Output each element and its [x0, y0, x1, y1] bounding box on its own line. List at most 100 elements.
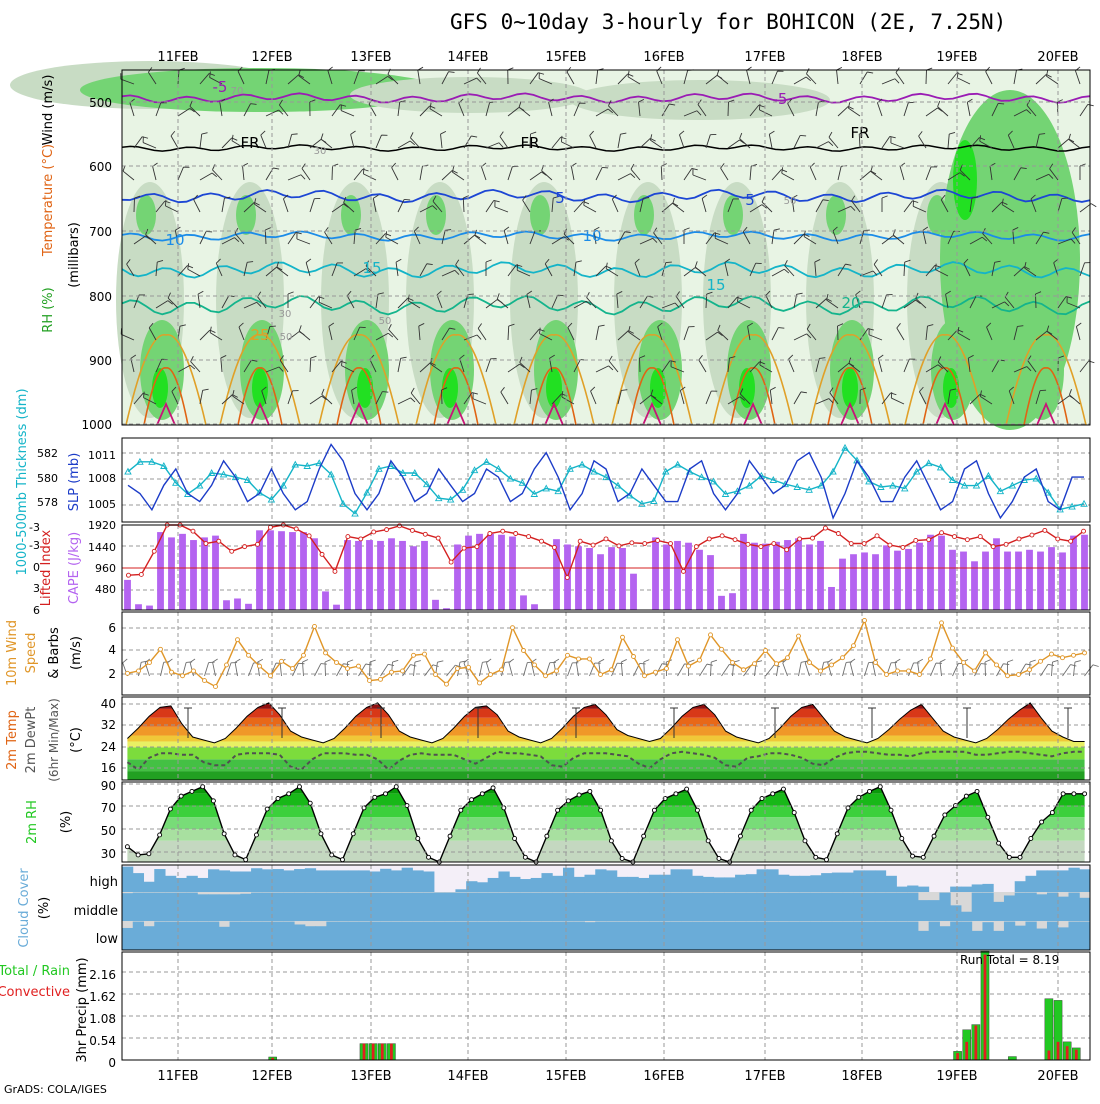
cloud-middle-bar-62 — [789, 893, 800, 921]
rh2m-tick-1: 70 — [101, 801, 116, 815]
cloud-middle-bar-1 — [133, 893, 144, 921]
rh2m-point-86 — [1050, 811, 1054, 815]
cloud-low-bar-42 — [574, 922, 585, 950]
cloud-low-bar-60 — [767, 922, 778, 950]
wind10-speed-point-18 — [324, 651, 328, 655]
cloud-middle-bar-53 — [692, 893, 703, 921]
wind10-speed-point-70 — [896, 669, 900, 673]
lifted-index-point-48 — [746, 542, 750, 546]
cape-bar-11 — [245, 604, 252, 610]
cloud-low-bar-17 — [305, 926, 316, 950]
cloud-middle-bar-72 — [896, 893, 907, 921]
lifted-index-point-67 — [991, 545, 995, 549]
cloud-high-bar-19 — [326, 870, 337, 892]
rh2m-point-8 — [211, 799, 215, 803]
precip-ylabel: 3hr Precip (mm) — [75, 957, 90, 1062]
cape-bar-78 — [982, 552, 989, 610]
rh2m-point-39 — [545, 834, 549, 838]
cloud-middle-bar-64 — [810, 893, 821, 921]
precip-conv-bar-27 — [372, 1044, 375, 1060]
rh2m-point-51 — [674, 792, 678, 796]
cape-bar-50 — [674, 541, 681, 610]
cloud-high-bar-40 — [552, 876, 563, 892]
cloud-high-bar-37 — [520, 879, 531, 892]
lifted-index-point-41 — [656, 538, 660, 542]
wind10-tick-1: 4 — [108, 643, 116, 657]
cape-bar-7 — [201, 537, 208, 610]
rh2m-point-42 — [577, 793, 581, 797]
lifted-index-point-73 — [1069, 539, 1073, 543]
cloud-middle-bar-2 — [144, 893, 155, 921]
rh2m-point-55 — [717, 856, 721, 860]
rh2m-point-6 — [190, 789, 194, 793]
lifted-index-point-62 — [927, 538, 931, 542]
cloud-high-bar-73 — [907, 886, 918, 892]
cloud-low-bar-88 — [1068, 922, 1079, 950]
cloud-high-bar-10 — [230, 871, 241, 892]
cloud-middle-bar-85 — [1036, 894, 1047, 921]
wind10-speed-point-79 — [995, 663, 999, 667]
rh2m-point-63 — [803, 839, 807, 843]
lifted-index-point-5 — [191, 529, 195, 533]
date-top-8: 19FEB — [936, 50, 977, 65]
cloud-high-bar-64 — [810, 875, 821, 892]
cloud-high-bar-17 — [305, 868, 316, 892]
rh2m-point-84 — [1029, 836, 1033, 840]
cloud-middle-bar-52 — [681, 893, 692, 921]
cloud-low-bar-64 — [810, 922, 821, 950]
cloud-low-bar-89 — [1079, 922, 1090, 950]
cloud-high-bar-5 — [176, 878, 187, 892]
wind10-speed-point-7 — [203, 679, 207, 683]
rh2m-point-59 — [760, 796, 764, 800]
precip-conv-bar-28 — [381, 1044, 384, 1060]
wind10-barb-70-flag — [895, 659, 900, 662]
precip-conv-bar-103 — [1066, 1046, 1069, 1060]
rh2m-point-15 — [287, 792, 291, 796]
cape-bar-67 — [861, 552, 868, 610]
cape-bar-72 — [916, 543, 923, 610]
lifted-index-point-9 — [243, 545, 247, 549]
date-bottom-2: 13FEB — [350, 1069, 391, 1084]
cape-tick-3: 480 — [95, 583, 116, 596]
cape-bar-87 — [1081, 535, 1088, 610]
cloud-high-bar-85 — [1036, 870, 1047, 892]
rh2m-band-5 — [122, 841, 1090, 865]
cloud-high-bar-69 — [864, 870, 875, 892]
wind10-barb-12-flag — [258, 659, 263, 662]
cloud-low-bar-27 — [412, 922, 423, 950]
rh2m-point-40 — [556, 808, 560, 812]
cloud-level-0: high — [90, 875, 118, 890]
wind10-speed-point-72 — [918, 673, 922, 677]
lifted-index-point-44 — [694, 545, 698, 549]
wind10-speed-point-80 — [1006, 674, 1010, 678]
contour-label-2: FR — [240, 134, 259, 152]
cloud-middle-bar-61 — [778, 893, 789, 921]
cloud-high-bar-9 — [219, 870, 230, 892]
cloud-low-bar-71 — [886, 922, 897, 950]
cape-bar-51 — [685, 543, 692, 610]
temp-band-0 — [122, 771, 1090, 780]
cloud-low-bar-81 — [993, 931, 1004, 950]
cloud-high-bar-4 — [165, 876, 176, 892]
cloud-middle-bar-37 — [520, 893, 531, 921]
wind10-barb-27-flag — [433, 665, 439, 667]
cloud-middle-bar-82 — [1004, 895, 1015, 921]
slp-ylabel: SLP (mb) — [67, 453, 82, 512]
cloud-high-bar-65 — [821, 873, 832, 892]
cloud-middle-bar-7 — [197, 894, 208, 921]
temp-band-5 — [122, 727, 1090, 736]
rh2m-point-82 — [1007, 855, 1011, 859]
rh2m-point-58 — [749, 808, 753, 812]
lifted-index-point-59 — [888, 543, 892, 547]
wind10-speed-point-55 — [731, 661, 735, 665]
wind10-barb-87-flag — [1093, 665, 1099, 667]
wind10-speed-point-20 — [346, 667, 350, 671]
rh2m-point-12 — [254, 833, 258, 837]
wind10-barb-80-flag — [1008, 660, 1014, 662]
cloud-high-bar-56 — [724, 877, 735, 892]
cape-bar-43 — [597, 554, 604, 610]
rh2m-point-72 — [900, 836, 904, 840]
upper-wind-barb-29-1-flag — [759, 104, 760, 110]
lifted-index-point-68 — [1004, 542, 1008, 546]
temp-band-8 — [122, 697, 1090, 709]
